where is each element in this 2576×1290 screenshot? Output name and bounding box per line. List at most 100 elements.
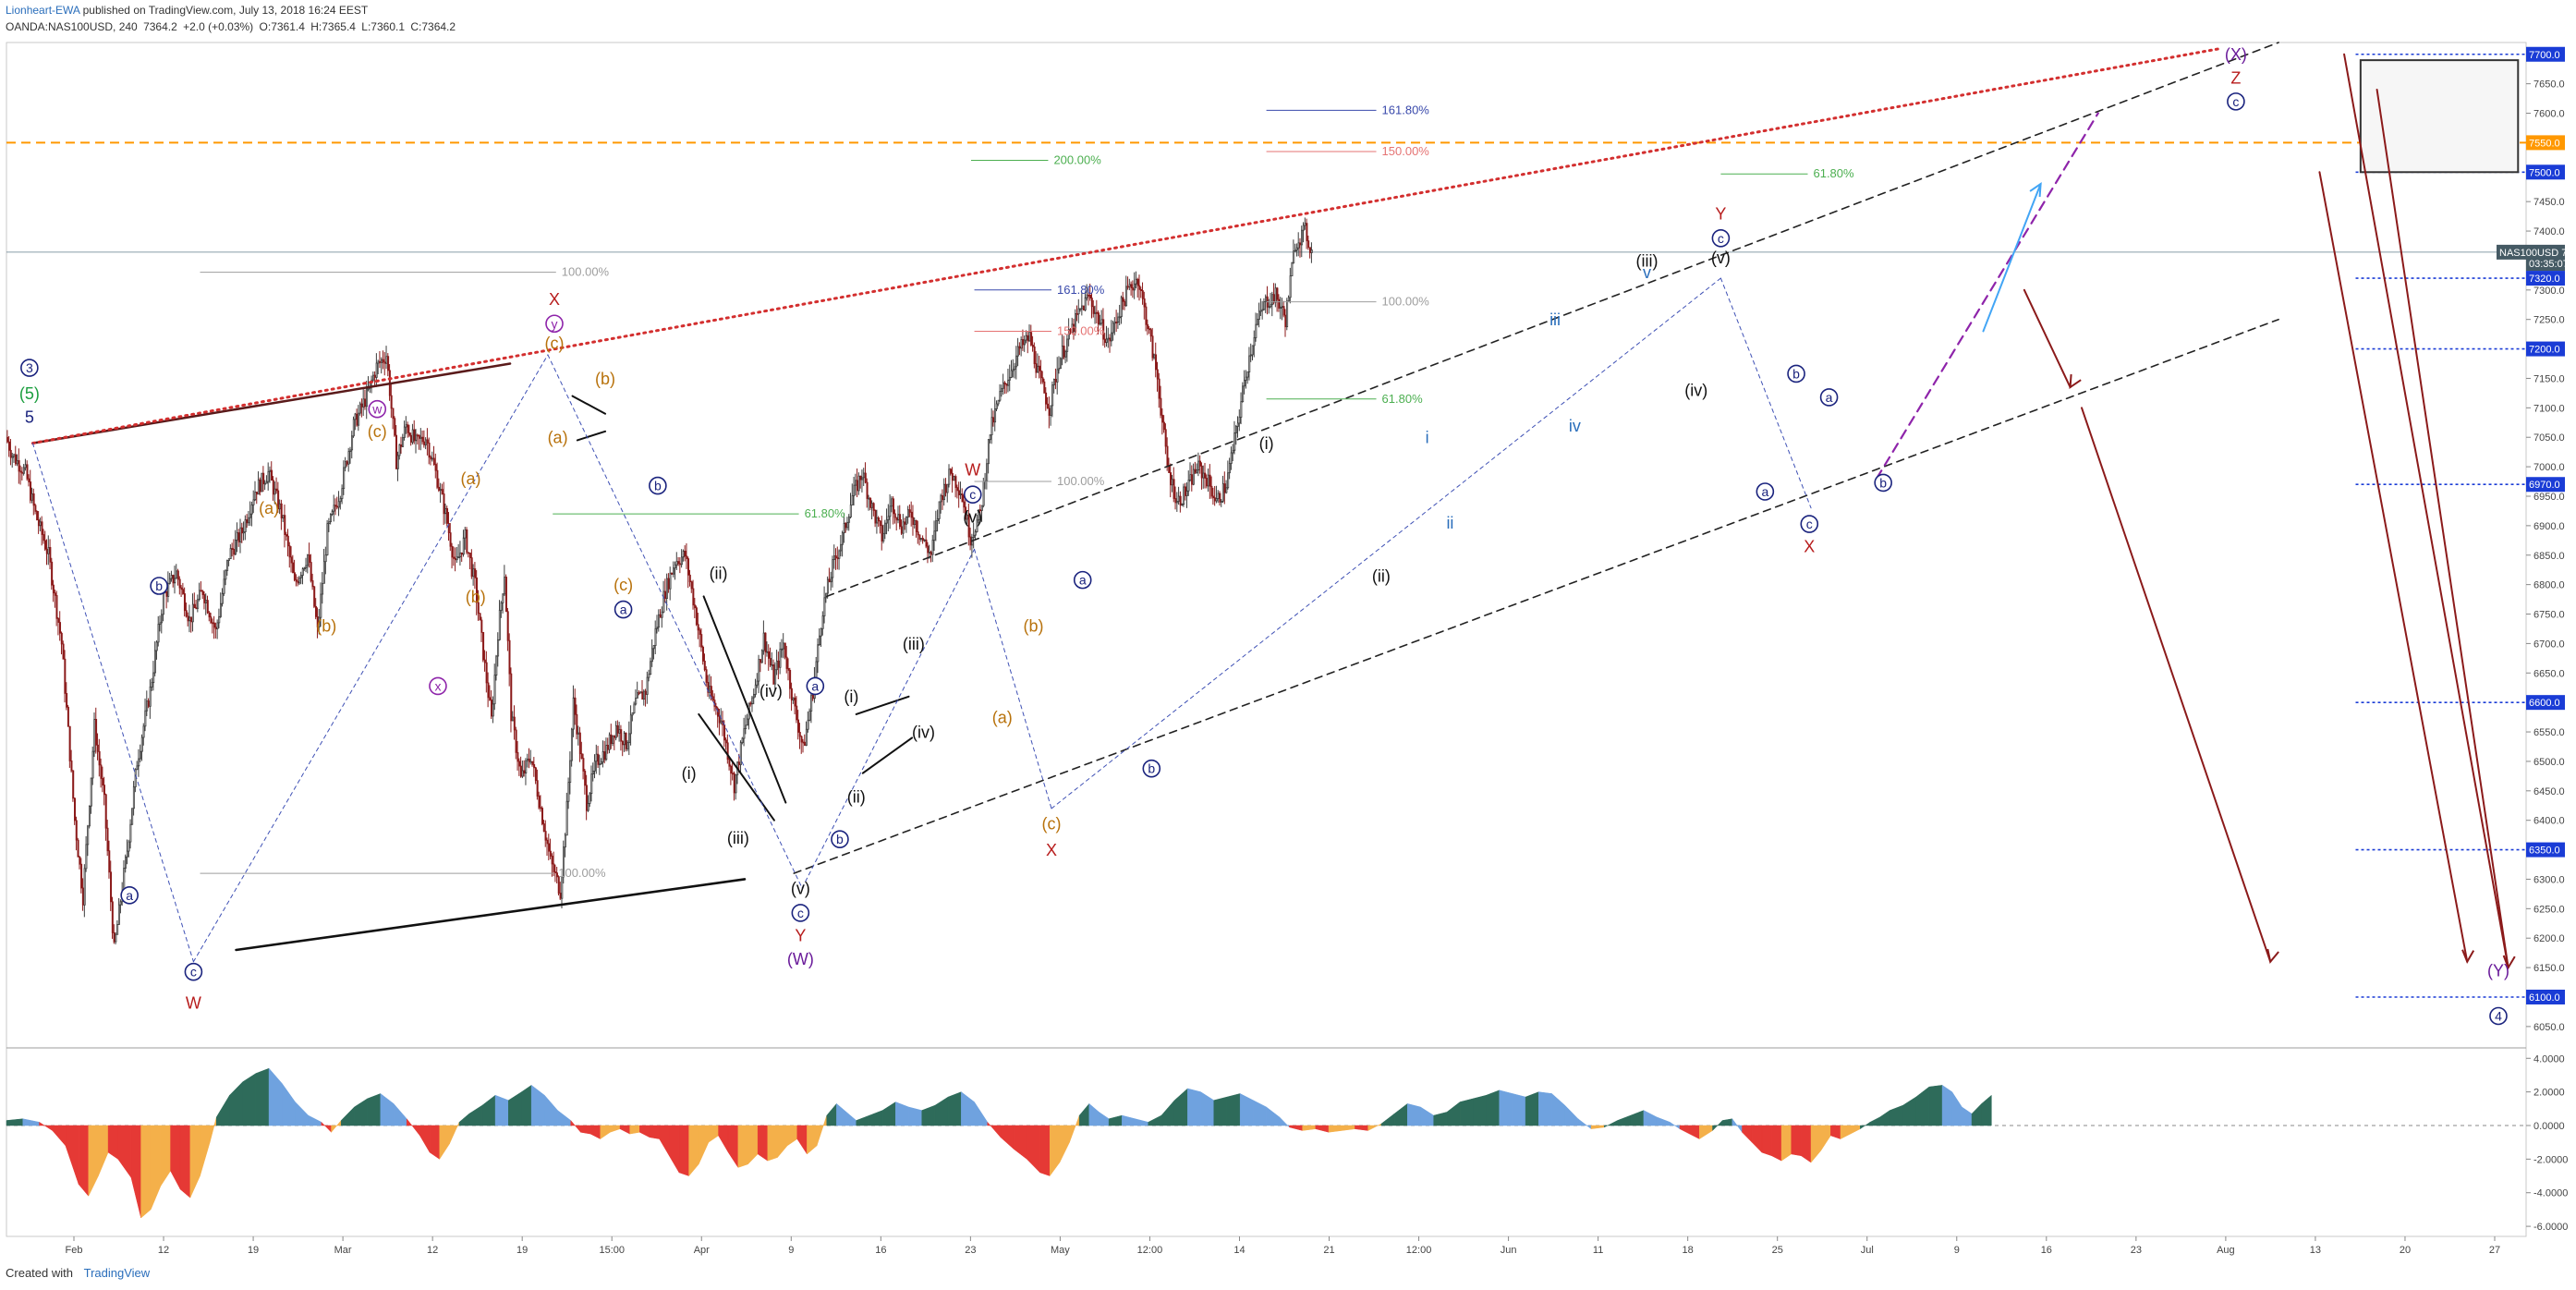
candle-body xyxy=(972,534,975,538)
author-link[interactable]: Lionheart-EWA xyxy=(6,4,80,17)
osc-area-segment xyxy=(961,1091,975,1126)
candle-body xyxy=(411,429,414,443)
osc-area-segment xyxy=(1721,1118,1733,1126)
candle-body xyxy=(1092,306,1095,314)
wave-label: a xyxy=(1079,573,1087,588)
candle-body xyxy=(684,550,687,557)
candle-body xyxy=(802,741,805,744)
osc-area-segment xyxy=(1148,1114,1162,1126)
osc-tick-label: -4.0000 xyxy=(2533,1188,2568,1199)
osc-area-segment xyxy=(282,1082,296,1126)
candle-body xyxy=(930,552,932,555)
y-tick-label: 6650.0 xyxy=(2533,668,2565,679)
candle-body xyxy=(990,417,993,436)
x-tick-label: Apr xyxy=(694,1245,710,1256)
candle-body xyxy=(451,545,454,558)
candle-body xyxy=(1161,414,1164,423)
candle-body xyxy=(1301,229,1304,246)
osc-area-segment xyxy=(367,1093,382,1126)
candle-body xyxy=(723,724,726,741)
trend-line xyxy=(2081,407,2272,963)
candle-body xyxy=(1030,332,1033,346)
osc-area-segment xyxy=(1200,1091,1215,1126)
candle-body xyxy=(85,844,88,870)
osc-area-segment xyxy=(508,1091,522,1126)
candle-body xyxy=(366,388,369,408)
wave-label: (c) xyxy=(545,335,565,353)
candle-body xyxy=(1284,314,1287,328)
candle-body xyxy=(7,441,10,451)
candle-body xyxy=(1094,311,1097,314)
wave-label: (i) xyxy=(682,764,697,783)
osc-area-segment xyxy=(1459,1098,1474,1126)
candle-body xyxy=(796,719,799,733)
osc-area-segment xyxy=(98,1125,109,1176)
candle-body xyxy=(574,697,577,715)
x-tick-label: 19 xyxy=(248,1245,259,1256)
candle-body xyxy=(921,538,924,542)
price-label-box xyxy=(2526,341,2565,357)
wave-label-circle xyxy=(20,359,39,377)
candle-body xyxy=(468,552,470,554)
candle-body xyxy=(1291,262,1294,277)
candle-body xyxy=(72,770,75,799)
trend-line xyxy=(974,548,1052,809)
osc-area-segment xyxy=(1013,1125,1027,1160)
wave-label: 3 xyxy=(26,360,33,375)
candle-body xyxy=(83,868,86,906)
candle-body xyxy=(356,413,358,426)
osc-area-segment xyxy=(934,1096,949,1126)
fib-level-label: 150.00% xyxy=(1382,144,1430,158)
candle-body xyxy=(792,697,795,701)
candle-body xyxy=(462,537,465,555)
candle-body xyxy=(783,642,785,650)
wave-label-circle xyxy=(429,676,447,696)
candle-body xyxy=(185,610,188,617)
candle-body xyxy=(95,719,98,746)
candle-body xyxy=(889,505,892,517)
osc-area-segment xyxy=(1902,1096,1916,1126)
candle-body xyxy=(819,635,821,646)
candle-body xyxy=(848,517,851,523)
candle-body xyxy=(60,632,63,645)
candle-body xyxy=(936,518,939,521)
osc-area-segment xyxy=(1656,1116,1671,1126)
candle-body xyxy=(944,483,947,493)
osc-area-segment xyxy=(1962,1106,1973,1126)
osc-area-segment xyxy=(1289,1125,1303,1131)
candle-body xyxy=(688,574,691,583)
candle-body xyxy=(629,714,632,735)
candle-body xyxy=(57,617,60,623)
candle-body xyxy=(553,863,555,872)
tradingview-logo[interactable]: TradingView xyxy=(83,1266,151,1280)
candle-body xyxy=(954,476,957,489)
candle-body xyxy=(208,612,211,618)
candle-body xyxy=(869,497,872,508)
candle-body xyxy=(360,403,363,408)
candle-body xyxy=(239,527,242,542)
candle-body xyxy=(1010,370,1013,378)
candle-body xyxy=(927,545,930,554)
osc-area-segment xyxy=(1751,1125,1763,1153)
candle-body xyxy=(1295,247,1298,251)
candle-body xyxy=(244,519,247,532)
trend-line xyxy=(1982,183,2042,333)
wave-label-circle xyxy=(791,904,810,922)
candle-body xyxy=(804,741,807,747)
candle-body xyxy=(354,413,357,420)
candle-body xyxy=(265,481,268,484)
wave-label: x xyxy=(434,678,441,693)
wave-label: (v) xyxy=(791,879,810,897)
x-tick-label: Feb xyxy=(66,1245,83,1256)
candle-body xyxy=(885,519,888,524)
wave-label: 4 xyxy=(2495,1008,2502,1023)
candle-body xyxy=(1118,316,1121,319)
candle-body xyxy=(1191,474,1194,485)
candle-body xyxy=(172,575,175,584)
trend-line xyxy=(571,395,607,415)
candle-body xyxy=(402,437,405,447)
candle-body xyxy=(774,669,777,685)
candle-body xyxy=(658,614,661,628)
candle-body xyxy=(262,472,265,484)
